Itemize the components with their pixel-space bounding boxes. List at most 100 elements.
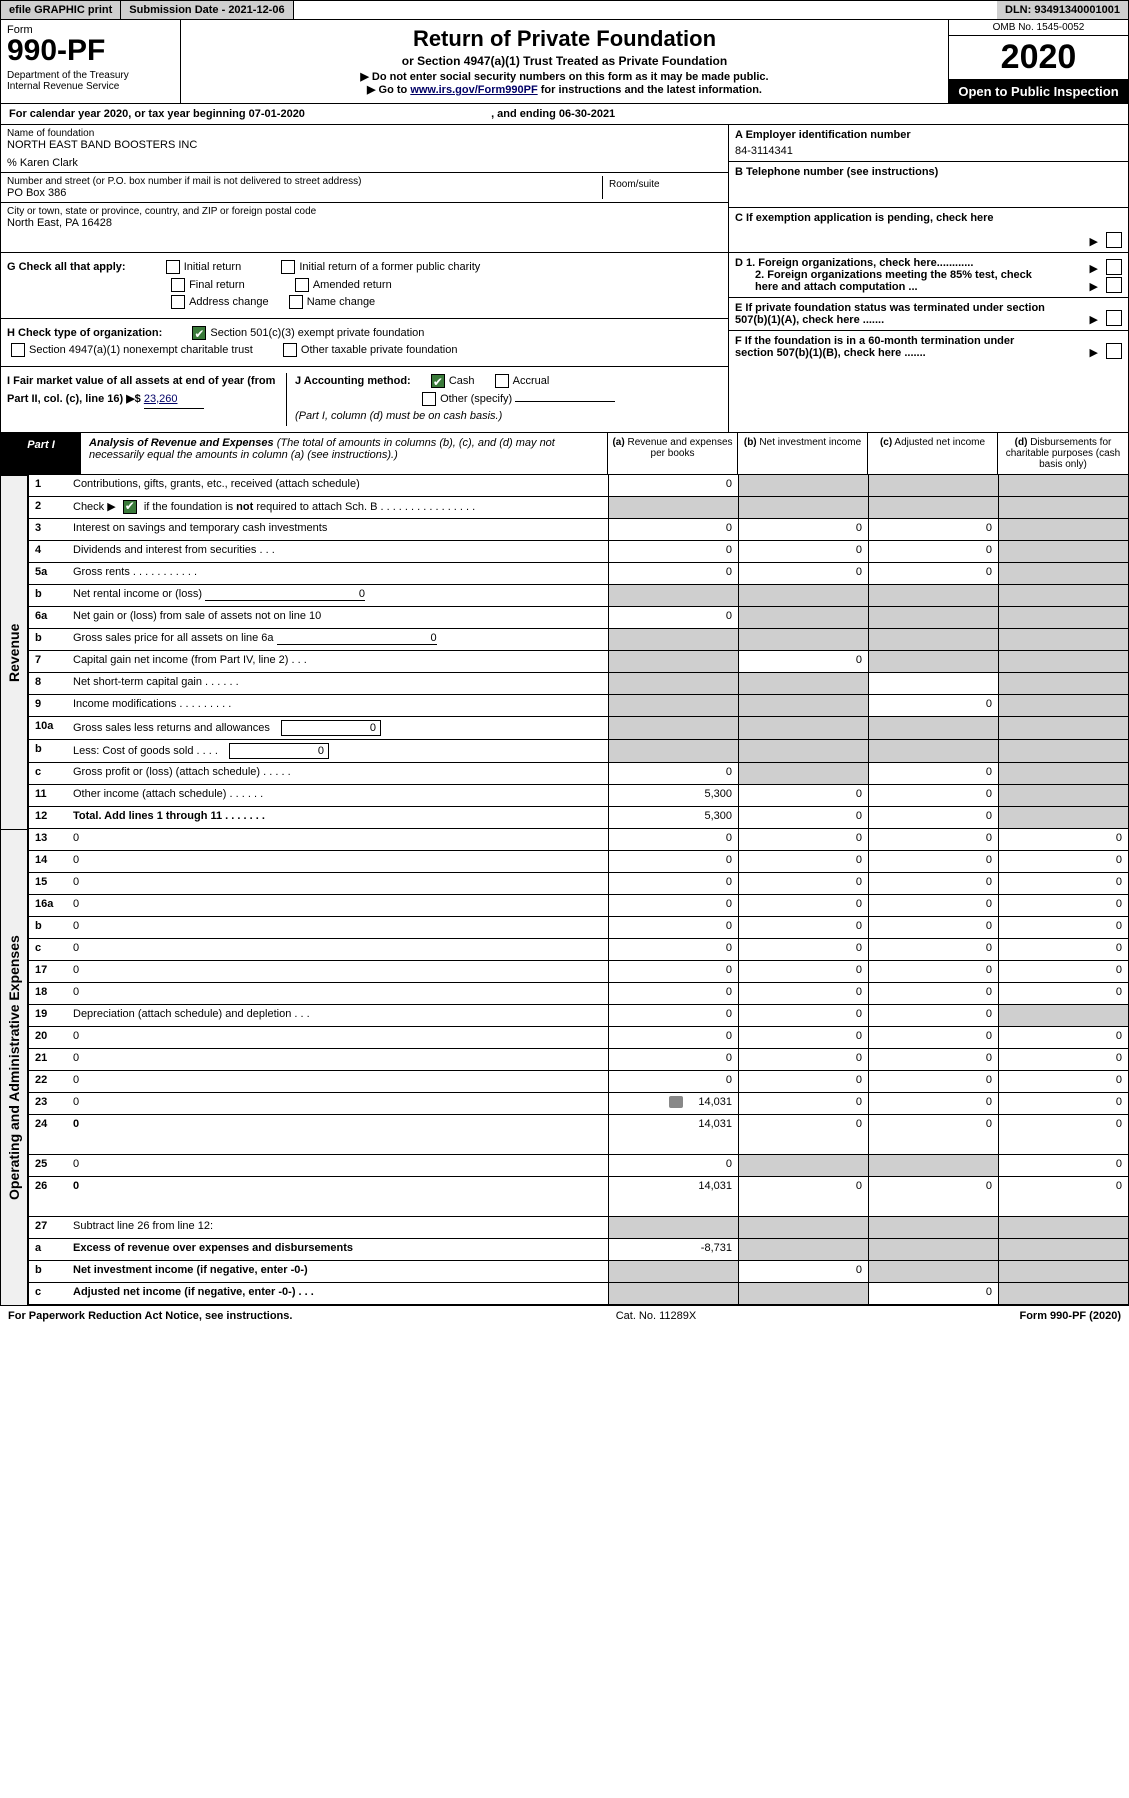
line-description: Total. Add lines 1 through 11 . . . . . … <box>69 807 608 828</box>
page-footer: For Paperwork Reduction Act Notice, see … <box>0 1305 1129 1326</box>
line-number: b <box>29 917 69 938</box>
cell-b <box>738 673 868 694</box>
attachment-icon[interactable] <box>669 1096 683 1108</box>
dln: DLN: 93491340001001 <box>997 1 1128 19</box>
line-description: Net short-term capital gain . . . . . . <box>69 673 608 694</box>
efile-label[interactable]: efile GRAPHIC print <box>1 1 121 19</box>
cell-b <box>738 717 868 739</box>
cell-c: 0 <box>868 541 998 562</box>
table-row: bNet rental income or (loss) 0 <box>28 585 1129 607</box>
cell-a: 0 <box>608 541 738 562</box>
cell-c: 0 <box>868 1177 998 1216</box>
cell-b <box>738 475 868 496</box>
other-method-checkbox[interactable] <box>422 392 436 406</box>
cell-c: 0 <box>868 1283 998 1304</box>
calendar-year-row: For calendar year 2020, or tax year begi… <box>0 104 1129 125</box>
cell-c <box>868 497 998 518</box>
addr-label: Number and street (or P.O. box number if… <box>7 176 602 187</box>
form-title: Return of Private Foundation <box>187 26 942 52</box>
footer-left: For Paperwork Reduction Act Notice, see … <box>8 1310 292 1322</box>
schb-checkbox[interactable] <box>123 500 137 514</box>
room-label: Room/suite <box>609 179 716 190</box>
cell-a <box>608 497 738 518</box>
line-number: 8 <box>29 673 69 694</box>
cell-c: 0 <box>868 961 998 982</box>
line-number: 21 <box>29 1049 69 1070</box>
final-return-checkbox[interactable] <box>171 278 185 292</box>
amended-checkbox[interactable] <box>295 278 309 292</box>
cell-d <box>998 541 1128 562</box>
cell-b <box>738 740 868 762</box>
city-label: City or town, state or province, country… <box>7 206 722 217</box>
line-number: 5a <box>29 563 69 584</box>
name-change-checkbox[interactable] <box>289 295 303 309</box>
cell-c <box>868 607 998 628</box>
part1-label: Part I <box>1 433 81 474</box>
line-number: 26 <box>29 1177 69 1216</box>
c-checkbox[interactable] <box>1106 232 1122 248</box>
d1-checkbox[interactable] <box>1106 277 1122 293</box>
table-row: 2000000 <box>28 1027 1129 1049</box>
accrual-checkbox[interactable] <box>495 374 509 388</box>
table-row: 5aGross rents . . . . . . . . . . .000 <box>28 563 1129 585</box>
g-row: G Check all that apply: Initial return I… <box>1 253 728 319</box>
submission-date: Submission Date - 2021-12-06 <box>121 1 293 19</box>
line-description: Net gain or (loss) from sale of assets n… <box>69 607 608 628</box>
initial-return-checkbox[interactable] <box>166 260 180 274</box>
d2-checkbox[interactable] <box>1106 259 1122 275</box>
cell-c <box>868 673 998 694</box>
other-taxable-checkbox[interactable] <box>283 343 297 357</box>
cell-b: 0 <box>738 1115 868 1154</box>
cell-d: 0 <box>998 917 1128 938</box>
table-row: 8Net short-term capital gain . . . . . . <box>28 673 1129 695</box>
line-description: Excess of revenue over expenses and disb… <box>69 1239 608 1260</box>
cell-b: 0 <box>738 1005 868 1026</box>
line-description: 0 <box>69 829 608 850</box>
cell-a <box>608 629 738 650</box>
line-description: Other income (attach schedule) . . . . .… <box>69 785 608 806</box>
d2-label: 2. Foreign organizations meeting the 85%… <box>735 269 1045 293</box>
line-number: 9 <box>29 695 69 716</box>
line-number: 15 <box>29 873 69 894</box>
cell-d: 0 <box>998 895 1128 916</box>
line-number: 10a <box>29 717 69 739</box>
table-row: b00000 <box>28 917 1129 939</box>
501c3-checkbox[interactable] <box>192 326 206 340</box>
cell-d <box>998 497 1128 518</box>
line-description: 0 <box>69 939 608 960</box>
cell-d <box>998 717 1128 739</box>
cell-b: 0 <box>738 1071 868 1092</box>
e-checkbox[interactable] <box>1106 310 1122 326</box>
omb-number: OMB No. 1545-0052 <box>949 20 1128 36</box>
col-b-head: (b) Net investment income <box>738 433 868 474</box>
cell-d: 0 <box>998 961 1128 982</box>
table-row: 16a00000 <box>28 895 1129 917</box>
line-description: 0 <box>69 961 608 982</box>
cell-c: 0 <box>868 785 998 806</box>
irs-link[interactable]: www.irs.gov/Form990PF <box>410 84 537 96</box>
table-row: 1500000 <box>28 873 1129 895</box>
f-checkbox[interactable] <box>1106 343 1122 359</box>
revenue-label: Revenue <box>0 475 28 829</box>
form-number: 990-PF <box>7 36 174 66</box>
4947-checkbox[interactable] <box>11 343 25 357</box>
fmv-value[interactable]: 23,260 <box>144 391 204 410</box>
cell-b: 0 <box>738 961 868 982</box>
cell-a <box>608 695 738 716</box>
line-description: Gross sales less returns and allowances … <box>69 717 608 739</box>
tax-year: 2020 <box>949 36 1128 80</box>
cell-c <box>868 585 998 606</box>
line-number: b <box>29 1261 69 1282</box>
cell-c <box>868 740 998 762</box>
initial-former-checkbox[interactable] <box>281 260 295 274</box>
identity-block: Name of foundation NORTH EAST BAND BOOST… <box>0 125 1129 253</box>
addr-change-checkbox[interactable] <box>171 295 185 309</box>
line-description: Subtract line 26 from line 12: <box>69 1217 608 1238</box>
line-description: Less: Cost of goods sold . . . . 0 <box>69 740 608 762</box>
cell-d: 0 <box>998 1093 1128 1114</box>
cash-checkbox[interactable] <box>431 374 445 388</box>
ein-label: A Employer identification number <box>735 129 1122 141</box>
cell-c: 0 <box>868 939 998 960</box>
table-row: 1700000 <box>28 961 1129 983</box>
cell-a: 0 <box>608 829 738 850</box>
